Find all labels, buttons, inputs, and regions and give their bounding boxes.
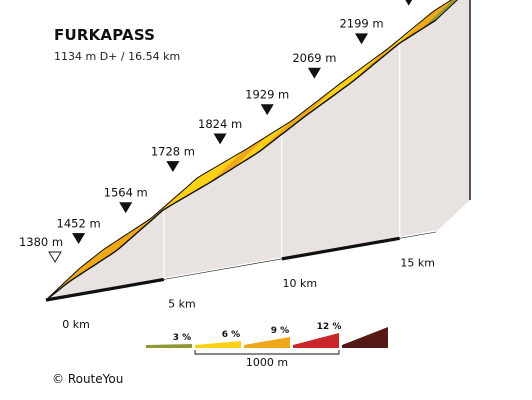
legend-label-4: 12 %: [317, 322, 342, 332]
base-distance-bars: [45, 230, 437, 302]
base-line: [45, 231, 437, 301]
distance-label-5km: 5 km: [168, 297, 196, 310]
elevation-marker-6: [260, 104, 274, 116]
copyright-notice: © RouteYou: [52, 372, 124, 386]
elevation-label-5: 1824 m: [198, 117, 242, 131]
elevation-marker-8: [354, 33, 369, 45]
legend-label-1: 3 %: [173, 333, 191, 343]
profile-edges: [45, 0, 471, 301]
elevation-marker-2: [72, 233, 86, 244]
distance-gridlines: [163, 43, 401, 280]
elevation-marker-4: [166, 161, 180, 172]
distance-label-0km: 0 km: [62, 318, 90, 331]
elevation-label-2: 1452 m: [57, 216, 101, 230]
legend-label-3: 9 %: [271, 326, 289, 336]
elevation-label-4: 1728 m: [151, 144, 195, 158]
legend-label-2: 6 %: [222, 330, 240, 340]
profile-start-top-edge: [45, 267, 81, 301]
legend-swatch-5: [342, 327, 388, 348]
elevation-marker-9: [405, 0, 413, 6]
profile-side-wall: [46, 0, 470, 300]
profile-end-top-edge: [435, 0, 458, 21]
profile-front-edge: [45, 19, 437, 301]
elevation-label-1: 1380 m: [19, 235, 63, 249]
distance-label-10km: 10 km: [283, 277, 318, 290]
elevation-marker-1: [48, 251, 62, 263]
elevation-marker-7: [307, 67, 321, 79]
gradient-legend: 3 % 6 % 9 % 12 % 1000 m: [146, 322, 388, 369]
chart-subtitle: 1134 m D+ / 16.54 km: [54, 50, 181, 63]
distance-label-15km: 15 km: [400, 256, 435, 269]
legend-swatch-3: [244, 337, 290, 348]
distance-tick-labels: 0 km 5 km 10 km 15 km: [62, 256, 435, 331]
legend-swatch-4: [293, 333, 339, 348]
profile-back-edge: [79, 0, 453, 269]
elevation-label-6: 1929 m: [245, 88, 289, 102]
elevation-marker-3: [119, 202, 133, 214]
elevation-label-3: 1564 m: [104, 186, 148, 200]
elevation-label-8: 2199 m: [339, 17, 383, 31]
chart-title: FURKAPASS: [54, 26, 156, 44]
elevation-label-7: 2069 m: [292, 51, 336, 65]
legend-scale-bracket: [194, 350, 340, 355]
profile-end-face: [436, 0, 470, 232]
legend-scale-label: 1000 m: [246, 356, 288, 369]
profile-front-face: [46, 20, 436, 300]
legend-swatch-2: [195, 341, 241, 348]
elevation-marker-5: [213, 133, 227, 145]
legend-swatch-1: [146, 344, 192, 348]
